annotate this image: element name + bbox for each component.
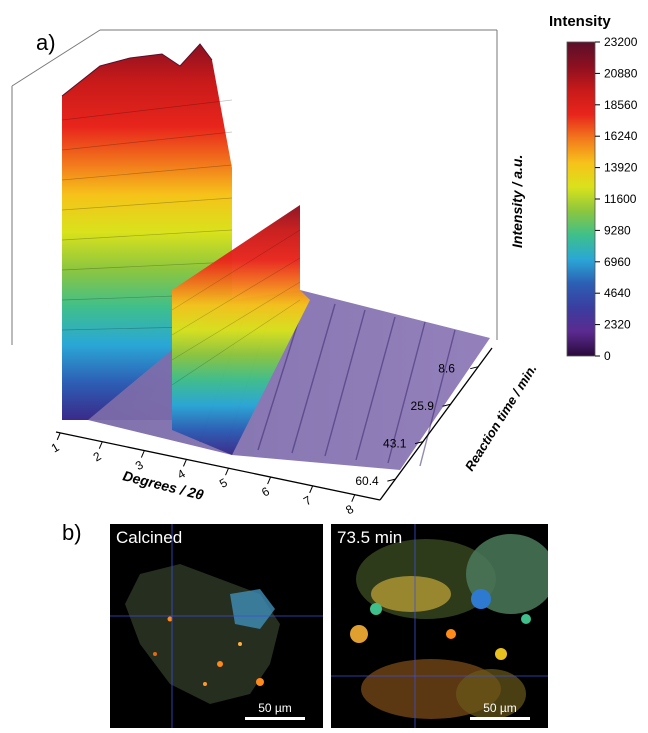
colorbar-tick-label: 0: [604, 349, 611, 363]
y-tick-label: 60.4: [355, 474, 379, 488]
x-tick-label: 5: [217, 475, 230, 491]
y-ticks: 8.6 25.9 43.1 60.4: [355, 362, 479, 488]
micrograph-73-5-min-image: [331, 524, 548, 728]
x-tick: [267, 476, 272, 485]
x-tick-label: 6: [259, 484, 272, 500]
y-tick: [470, 366, 479, 370]
colorbar-tick-label: 20880: [604, 66, 638, 80]
colorbar: Intensity 232002088018560162401392011600…: [549, 13, 638, 363]
colorbar-title: Intensity: [549, 13, 611, 30]
y-tick: [414, 441, 424, 445]
z-axis-label: Intensity / a.u.: [509, 155, 525, 248]
colorbar-tick-label: 4640: [604, 286, 631, 300]
y-tick-label: 43.1: [383, 437, 407, 451]
colorbar-tick-label: 23200: [604, 35, 638, 49]
scale-bar-1: 50 µm: [245, 701, 305, 720]
y-tick-label: 8.6: [438, 362, 455, 376]
x-tick: [140, 450, 145, 458]
colorbar-tick-label: 16240: [604, 129, 638, 143]
colorbar-tick-label: 9280: [604, 223, 631, 237]
panel-b-letter: b): [62, 520, 82, 545]
colorbar-tick-label: 13920: [604, 161, 638, 175]
y-tick-label: 25.9: [411, 399, 435, 413]
box-frame: [11, 29, 498, 345]
colorbar-tick-label: 18560: [604, 98, 638, 112]
x-tick: [309, 485, 314, 494]
y-tick: [387, 478, 396, 482]
x-tick: [225, 468, 229, 476]
micrograph-73-5-min-label: 73.5 min: [337, 528, 403, 547]
x-tick: [351, 494, 356, 502]
y-axis-label: Reaction time / min.: [462, 361, 540, 473]
x-tick-label: 1: [49, 440, 62, 456]
micrograph-calcined: Calcined 50 µm: [110, 524, 323, 728]
micrograph-calcined-label: Calcined: [116, 528, 183, 547]
x-tick-label: 7: [301, 493, 314, 509]
panel-a-letter: a): [36, 30, 56, 55]
scale-bar-2-label: 50 µm: [483, 701, 517, 715]
scale-bar-1-label: 50 µm: [258, 701, 292, 715]
scale-bar-2: 50 µm: [470, 701, 530, 720]
colorbar-tick-label: 11600: [604, 192, 637, 206]
micrograph-calcined-image: [110, 524, 323, 728]
x-axis-label: Degrees / 2θ: [121, 467, 205, 503]
x-tick-label: 2: [91, 449, 104, 465]
colorbar-ticks: 2320020880185601624013920116009280696046…: [595, 35, 638, 363]
micrograph-73-5-min: 73.5 min 50 µm: [331, 524, 548, 728]
x-tick: [56, 432, 61, 441]
colorbar-tick-label: 2320: [604, 318, 631, 332]
colorbar-tick-label: 6960: [604, 255, 631, 269]
x-tick: [98, 441, 103, 449]
x-tick: [182, 459, 187, 467]
peak-2-surface: [171, 205, 310, 455]
x-tick-label: 8: [343, 502, 356, 518]
y-tick: [442, 403, 451, 407]
